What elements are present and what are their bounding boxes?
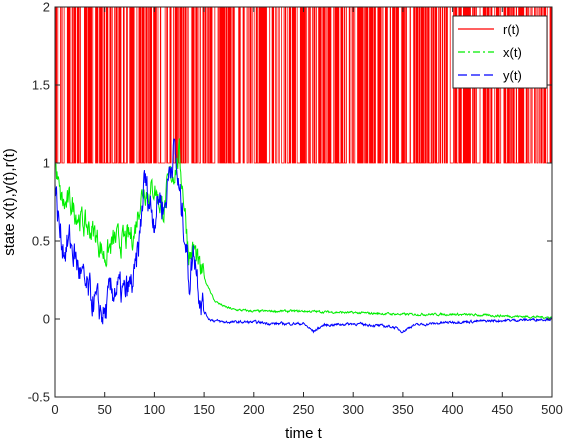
x-tick-label: 450 <box>491 402 513 417</box>
y-tick-label: 0.5 <box>32 234 50 249</box>
ticks-layer: 0 50 100 150 200 250 300 350 400 450 500-0.500.511… <box>28 0 563 417</box>
x-axis-label: time t <box>285 425 323 442</box>
legend-label-x: x(t) <box>503 45 522 60</box>
x-tick-label: 250 <box>293 402 315 417</box>
legend-label-y: y(t) <box>503 68 522 83</box>
y-axis-label: state x(t),y(t),r(t) <box>1 148 18 256</box>
y-tick-label: -0.5 <box>28 390 50 405</box>
x-tick-label: 50 <box>97 402 111 417</box>
legend: r(t) x(t) y(t) <box>452 15 548 89</box>
legend-label-r: r(t) <box>503 22 520 37</box>
y-tick-label: 0 <box>43 312 50 327</box>
y-tick-label: 1 <box>43 156 50 171</box>
x-tick-label: 400 <box>442 402 464 417</box>
x-tick-label: 200 <box>243 402 265 417</box>
series-y-line <box>54 138 553 334</box>
x-tick-label: 150 <box>193 402 215 417</box>
x-tick-label: 350 <box>392 402 414 417</box>
series-x-line <box>54 138 553 320</box>
x-tick-label: 0 <box>51 402 58 417</box>
y-tick-label: 1.5 <box>32 78 50 93</box>
x-tick-label: 100 <box>144 402 166 417</box>
legend-box <box>452 15 548 89</box>
x-tick-label: 500 <box>541 402 563 417</box>
x-tick-label: 300 <box>342 402 364 417</box>
y-tick-label: 2 <box>43 0 50 15</box>
